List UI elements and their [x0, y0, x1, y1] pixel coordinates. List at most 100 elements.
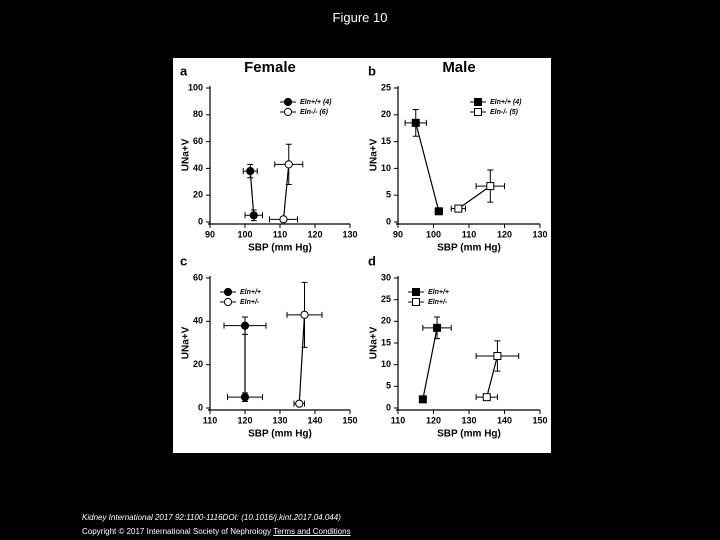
x-tick-label: 140	[307, 415, 322, 425]
x-tick-label: 120	[497, 229, 512, 239]
y-axis-label: UNa+V	[181, 138, 192, 171]
y-tick-label: 0	[386, 402, 391, 412]
x-tick-label: 90	[205, 229, 215, 239]
y-tick-label: 30	[381, 272, 391, 282]
y-tick-label: 20	[193, 190, 203, 200]
panel-label: d	[368, 253, 376, 268]
y-tick-label: 60	[193, 136, 203, 146]
data-point	[418, 395, 427, 404]
legend-label: Eln+/+ (4)	[300, 99, 332, 106]
y-tick-label: 15	[381, 136, 391, 146]
y-tick-label: 0	[198, 216, 203, 226]
series-line	[458, 185, 491, 210]
legend-label: Eln+/+	[240, 289, 261, 296]
legend-label: Eln+/+	[428, 289, 449, 296]
series-line	[422, 327, 438, 400]
legend-marker	[412, 298, 420, 306]
y-tick-label: 80	[193, 109, 203, 119]
y-tick-label: 10	[381, 163, 391, 173]
y-tick-label: 15	[381, 337, 391, 347]
x-tick-label: 110	[273, 229, 288, 239]
series-line	[249, 171, 255, 216]
legend-label: Eln+/+ (4)	[490, 99, 522, 106]
series-line	[415, 122, 440, 212]
data-point	[284, 160, 293, 169]
panel-label: c	[180, 253, 187, 268]
data-point	[434, 207, 443, 216]
data-point	[279, 215, 288, 224]
panel-label: b	[368, 63, 376, 78]
y-tick-label: 25	[381, 294, 391, 304]
y-axis-label: UNa+V	[369, 326, 380, 359]
x-axis-label: SBP (mm Hg)	[248, 429, 312, 440]
panel-label: a	[180, 63, 188, 78]
y-tick-label: 25	[381, 82, 391, 92]
x-tick-label: 100	[237, 229, 252, 239]
x-tick-label: 110	[391, 415, 406, 425]
legend-label: Eln+/-	[428, 299, 448, 306]
x-axis-label: SBP (mm Hg)	[437, 429, 501, 440]
legend-label: Eln+/-	[240, 299, 260, 306]
citation: Kidney International 2017 92:1100-1116DO…	[82, 513, 341, 522]
terms-link[interactable]: Terms and Conditions	[273, 527, 351, 536]
y-tick-label: 10	[381, 359, 391, 369]
y-axis-label: UNa+V	[369, 138, 380, 171]
x-tick-label: 110	[462, 229, 477, 239]
copyright-line: Copyright © 2017 International Society o…	[82, 527, 351, 536]
y-tick-label: 40	[193, 316, 203, 326]
legend-marker	[223, 287, 233, 297]
data-point	[240, 393, 250, 402]
legend-marker	[283, 107, 293, 117]
data-point	[454, 204, 463, 213]
data-point	[411, 118, 420, 127]
y-tick-label: 20	[381, 316, 391, 326]
x-tick-label: 120	[237, 415, 252, 425]
legend-marker	[412, 288, 420, 296]
series-line	[486, 355, 498, 398]
y-tick-label: 20	[381, 109, 391, 119]
x-tick-label: 130	[342, 229, 357, 239]
legend-label: Eln-/- (5)	[490, 109, 519, 116]
slide-title: Figure 10	[332, 10, 388, 25]
x-axis-label: SBP (mm Hg)	[248, 243, 312, 254]
legend-marker	[474, 98, 482, 106]
data-point	[493, 352, 502, 360]
y-tick-label: 40	[193, 163, 203, 173]
y-axis-label: UNa+V	[181, 326, 192, 359]
panel-title: Male	[442, 59, 475, 76]
data-point	[482, 393, 491, 402]
series-line	[282, 164, 290, 220]
series-line	[298, 314, 306, 404]
x-tick-label: 140	[497, 415, 512, 425]
x-tick-label: 130	[532, 229, 547, 239]
x-tick-label: 110	[203, 415, 218, 425]
x-tick-label: 120	[426, 415, 441, 425]
legend-marker	[283, 97, 293, 107]
y-tick-label: 5	[386, 381, 391, 391]
y-tick-label: 100	[188, 82, 203, 92]
x-tick-label: 150	[342, 415, 357, 425]
data-point	[300, 310, 309, 319]
x-tick-label: 120	[307, 229, 322, 239]
copyright: Copyright © 2017 International Society o…	[82, 527, 272, 536]
y-tick-label: 0	[386, 216, 391, 226]
legend-marker	[223, 297, 233, 307]
x-tick-label: 130	[272, 415, 287, 425]
panel-title: Female	[244, 59, 296, 76]
x-tick-label: 150	[532, 415, 547, 425]
y-tick-label: 20	[193, 359, 203, 369]
x-tick-label: 130	[461, 415, 476, 425]
data-point	[249, 211, 258, 220]
y-tick-label: 0	[198, 402, 203, 412]
x-tick-label: 100	[426, 229, 441, 239]
legend-label: Eln-/- (6)	[300, 109, 329, 116]
data-point	[486, 182, 495, 191]
data-point	[246, 166, 255, 176]
data-point	[295, 399, 304, 408]
data-point	[240, 321, 250, 330]
y-tick-label: 5	[386, 190, 391, 200]
x-axis-label: SBP (mm Hg)	[437, 243, 501, 254]
data-point	[433, 323, 442, 332]
